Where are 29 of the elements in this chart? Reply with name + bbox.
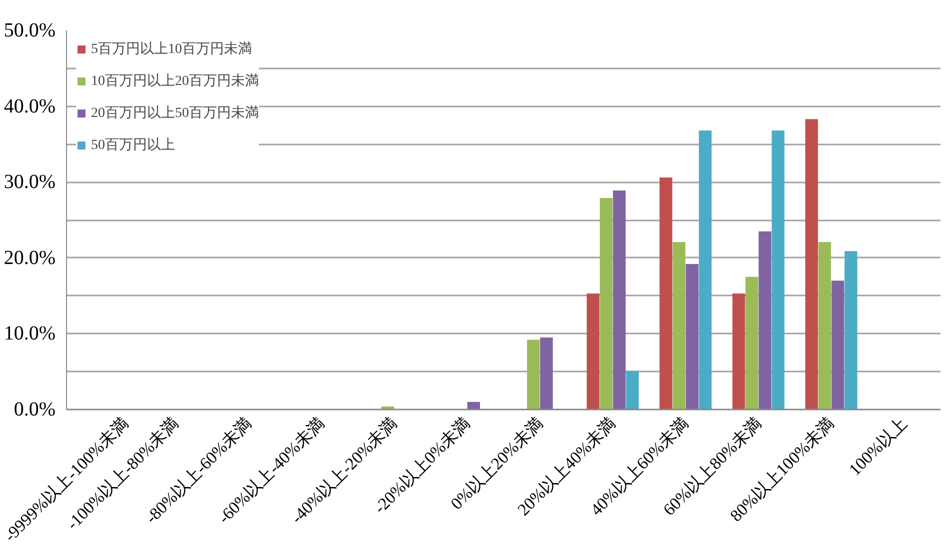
bar — [818, 242, 832, 410]
bar — [805, 119, 818, 410]
bar — [844, 251, 858, 410]
y-tick-label: 0.0% — [14, 398, 56, 420]
legend-label: 10百万円以上20百万円未満 — [91, 72, 259, 90]
legend-label: 5百万円以上10百万円未満 — [91, 40, 252, 58]
bar — [527, 340, 540, 410]
bar — [586, 294, 600, 410]
bar — [831, 280, 844, 410]
legend-label: 20百万円以上50百万円未満 — [91, 104, 259, 122]
bar — [732, 294, 746, 410]
bar — [660, 178, 672, 410]
bar — [772, 130, 784, 410]
bar — [540, 337, 553, 410]
bar — [746, 276, 758, 410]
y-tick-label: 10.0% — [4, 322, 56, 345]
bar — [698, 130, 712, 410]
legend-label: 50百万円以上 — [91, 136, 175, 154]
y-tick-label: 20.0% — [4, 246, 56, 269]
y-tick-label: 50.0% — [4, 20, 56, 42]
bar — [600, 198, 613, 410]
bar — [758, 231, 772, 410]
bar — [626, 370, 639, 410]
bar — [612, 190, 626, 410]
y-tick-label: 30.0% — [4, 171, 56, 194]
bar — [467, 402, 480, 410]
bar — [672, 242, 686, 410]
bar — [686, 264, 698, 410]
y-tick-label: 40.0% — [4, 95, 56, 118]
